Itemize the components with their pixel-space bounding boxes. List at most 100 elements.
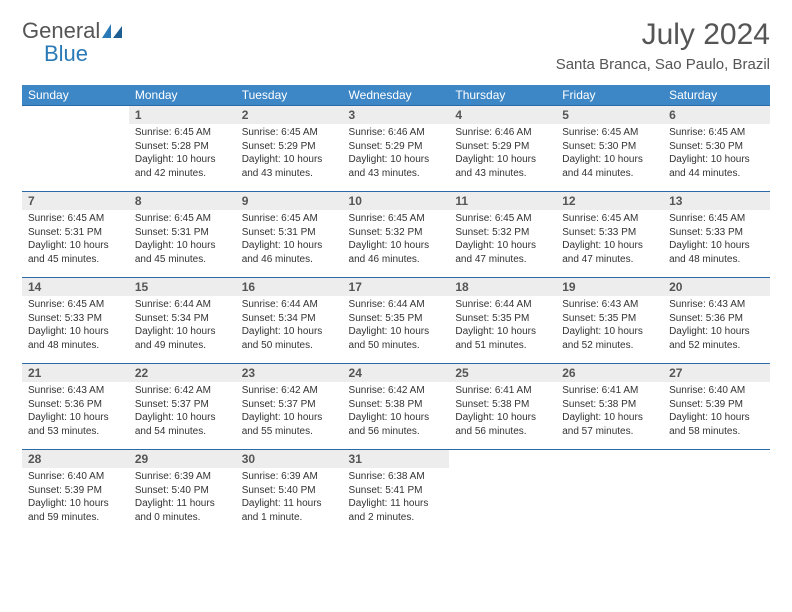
sunset-line: Sunset: 5:34 PM [242,312,337,326]
sunset-line: Sunset: 5:38 PM [349,398,444,412]
sunrise-line: Sunrise: 6:45 AM [562,126,657,140]
calendar-cell: 5Sunrise: 6:45 AMSunset: 5:30 PMDaylight… [556,106,663,192]
calendar-cell: 15Sunrise: 6:44 AMSunset: 5:34 PMDayligh… [129,278,236,364]
calendar-cell: 10Sunrise: 6:45 AMSunset: 5:32 PMDayligh… [343,192,450,278]
daylight-line: Daylight: 10 hours and 45 minutes. [135,239,230,266]
calendar-cell: 6Sunrise: 6:45 AMSunset: 5:30 PMDaylight… [663,106,770,192]
calendar-cell [449,450,556,536]
day-number: 10 [343,192,450,210]
day-body: Sunrise: 6:44 AMSunset: 5:35 PMDaylight:… [343,296,450,354]
sunset-line: Sunset: 5:33 PM [562,226,657,240]
day-body: Sunrise: 6:45 AMSunset: 5:28 PMDaylight:… [129,124,236,182]
sunrise-line: Sunrise: 6:41 AM [455,384,550,398]
day-body: Sunrise: 6:43 AMSunset: 5:36 PMDaylight:… [22,382,129,440]
calendar-row: 1Sunrise: 6:45 AMSunset: 5:28 PMDaylight… [22,106,770,192]
day-number: 21 [22,364,129,382]
calendar-cell: 30Sunrise: 6:39 AMSunset: 5:40 PMDayligh… [236,450,343,536]
daylight-line: Daylight: 10 hours and 50 minutes. [242,325,337,352]
sunrise-line: Sunrise: 6:41 AM [562,384,657,398]
calendar-cell: 17Sunrise: 6:44 AMSunset: 5:35 PMDayligh… [343,278,450,364]
day-body: Sunrise: 6:42 AMSunset: 5:37 PMDaylight:… [236,382,343,440]
sunset-line: Sunset: 5:31 PM [242,226,337,240]
day-body: Sunrise: 6:45 AMSunset: 5:30 PMDaylight:… [663,124,770,182]
sunset-line: Sunset: 5:36 PM [669,312,764,326]
calendar-cell: 18Sunrise: 6:44 AMSunset: 5:35 PMDayligh… [449,278,556,364]
calendar-head: Sunday Monday Tuesday Wednesday Thursday… [22,85,770,106]
daylight-line: Daylight: 10 hours and 45 minutes. [28,239,123,266]
sunset-line: Sunset: 5:32 PM [455,226,550,240]
sunrise-line: Sunrise: 6:45 AM [28,212,123,226]
calendar-cell: 11Sunrise: 6:45 AMSunset: 5:32 PMDayligh… [449,192,556,278]
day-body: Sunrise: 6:44 AMSunset: 5:34 PMDaylight:… [129,296,236,354]
sunset-line: Sunset: 5:33 PM [669,226,764,240]
calendar-cell: 27Sunrise: 6:40 AMSunset: 5:39 PMDayligh… [663,364,770,450]
daylight-line: Daylight: 10 hours and 46 minutes. [349,239,444,266]
calendar-cell: 29Sunrise: 6:39 AMSunset: 5:40 PMDayligh… [129,450,236,536]
location: Santa Branca, Sao Paulo, Brazil [556,56,770,73]
day-number: 13 [663,192,770,210]
daylight-line: Daylight: 10 hours and 54 minutes. [135,411,230,438]
weekday-header: Wednesday [343,85,450,106]
calendar-cell: 31Sunrise: 6:38 AMSunset: 5:41 PMDayligh… [343,450,450,536]
calendar-cell: 25Sunrise: 6:41 AMSunset: 5:38 PMDayligh… [449,364,556,450]
day-body [663,454,770,458]
sunrise-line: Sunrise: 6:45 AM [242,126,337,140]
day-body [22,110,129,114]
day-number: 8 [129,192,236,210]
day-number: 2 [236,106,343,124]
calendar-row: 14Sunrise: 6:45 AMSunset: 5:33 PMDayligh… [22,278,770,364]
day-body: Sunrise: 6:44 AMSunset: 5:35 PMDaylight:… [449,296,556,354]
calendar-table: Sunday Monday Tuesday Wednesday Thursday… [22,85,770,536]
day-body: Sunrise: 6:39 AMSunset: 5:40 PMDaylight:… [129,468,236,526]
day-number: 12 [556,192,663,210]
daylight-line: Daylight: 10 hours and 47 minutes. [562,239,657,266]
sunset-line: Sunset: 5:38 PM [562,398,657,412]
sunrise-line: Sunrise: 6:44 AM [455,298,550,312]
day-number: 5 [556,106,663,124]
day-number: 25 [449,364,556,382]
calendar-cell: 2Sunrise: 6:45 AMSunset: 5:29 PMDaylight… [236,106,343,192]
day-number: 23 [236,364,343,382]
daylight-line: Daylight: 10 hours and 56 minutes. [455,411,550,438]
day-number: 17 [343,278,450,296]
calendar-cell: 20Sunrise: 6:43 AMSunset: 5:36 PMDayligh… [663,278,770,364]
day-body: Sunrise: 6:46 AMSunset: 5:29 PMDaylight:… [449,124,556,182]
daylight-line: Daylight: 10 hours and 43 minutes. [455,153,550,180]
daylight-line: Daylight: 10 hours and 51 minutes. [455,325,550,352]
day-body: Sunrise: 6:45 AMSunset: 5:31 PMDaylight:… [236,210,343,268]
sunset-line: Sunset: 5:31 PM [135,226,230,240]
day-body: Sunrise: 6:41 AMSunset: 5:38 PMDaylight:… [556,382,663,440]
calendar-cell: 28Sunrise: 6:40 AMSunset: 5:39 PMDayligh… [22,450,129,536]
calendar-cell: 24Sunrise: 6:42 AMSunset: 5:38 PMDayligh… [343,364,450,450]
sunrise-line: Sunrise: 6:46 AM [455,126,550,140]
day-body: Sunrise: 6:41 AMSunset: 5:38 PMDaylight:… [449,382,556,440]
calendar-cell [22,106,129,192]
calendar-cell: 13Sunrise: 6:45 AMSunset: 5:33 PMDayligh… [663,192,770,278]
day-body: Sunrise: 6:45 AMSunset: 5:33 PMDaylight:… [556,210,663,268]
sunset-line: Sunset: 5:30 PM [669,140,764,154]
calendar-cell: 23Sunrise: 6:42 AMSunset: 5:37 PMDayligh… [236,364,343,450]
sunset-line: Sunset: 5:40 PM [135,484,230,498]
day-body: Sunrise: 6:43 AMSunset: 5:36 PMDaylight:… [663,296,770,354]
day-body: Sunrise: 6:44 AMSunset: 5:34 PMDaylight:… [236,296,343,354]
sunrise-line: Sunrise: 6:45 AM [135,126,230,140]
daylight-line: Daylight: 11 hours and 1 minute. [242,497,337,524]
day-number: 6 [663,106,770,124]
day-number: 24 [343,364,450,382]
day-number: 31 [343,450,450,468]
calendar-cell: 4Sunrise: 6:46 AMSunset: 5:29 PMDaylight… [449,106,556,192]
day-body: Sunrise: 6:45 AMSunset: 5:33 PMDaylight:… [22,296,129,354]
title-block: July 2024 Santa Branca, Sao Paulo, Brazi… [556,18,770,73]
weekday-header: Tuesday [236,85,343,106]
sunset-line: Sunset: 5:35 PM [349,312,444,326]
calendar-cell: 8Sunrise: 6:45 AMSunset: 5:31 PMDaylight… [129,192,236,278]
sunset-line: Sunset: 5:29 PM [455,140,550,154]
day-body: Sunrise: 6:45 AMSunset: 5:32 PMDaylight:… [449,210,556,268]
day-body: Sunrise: 6:38 AMSunset: 5:41 PMDaylight:… [343,468,450,526]
sunset-line: Sunset: 5:28 PM [135,140,230,154]
sunset-line: Sunset: 5:35 PM [455,312,550,326]
daylight-line: Daylight: 10 hours and 55 minutes. [242,411,337,438]
calendar-cell [663,450,770,536]
day-number: 7 [22,192,129,210]
day-body: Sunrise: 6:42 AMSunset: 5:38 PMDaylight:… [343,382,450,440]
